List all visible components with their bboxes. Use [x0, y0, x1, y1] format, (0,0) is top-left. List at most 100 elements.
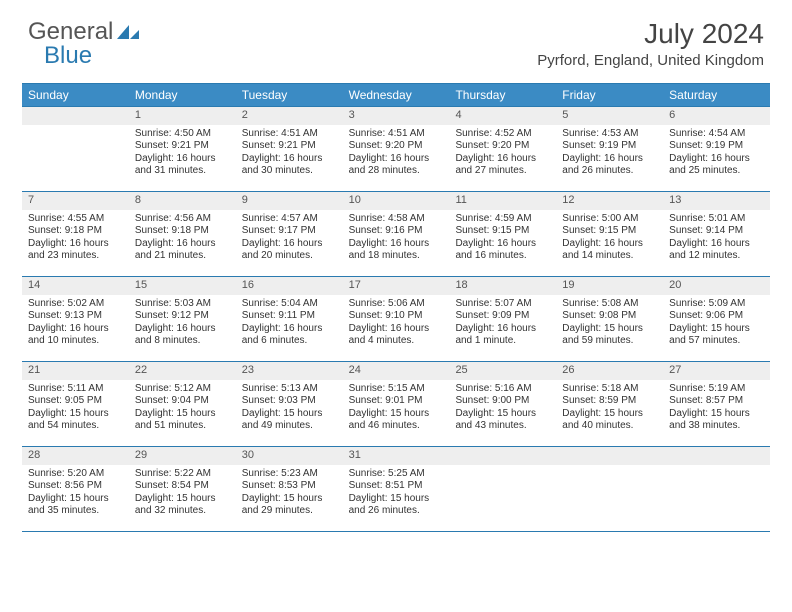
day-line-ss: Sunset: 9:13 PM — [28, 310, 123, 323]
day-line-d1: Daylight: 16 hours — [135, 153, 230, 166]
title-block: July 2024 Pyrford, England, United Kingd… — [537, 18, 764, 69]
calendar-cell: 29Sunrise: 5:22 AMSunset: 8:54 PMDayligh… — [129, 447, 236, 531]
day-line-ss: Sunset: 9:05 PM — [28, 395, 123, 408]
day-line-sr: Sunrise: 5:15 AM — [349, 383, 444, 396]
day-details: Sunrise: 5:03 AMSunset: 9:12 PMDaylight:… — [129, 295, 236, 352]
day-number: 24 — [343, 362, 450, 380]
weekday-header-row: Sunday Monday Tuesday Wednesday Thursday… — [22, 84, 770, 106]
day-line-sr: Sunrise: 4:59 AM — [455, 213, 550, 226]
day-line-ss: Sunset: 9:20 PM — [455, 140, 550, 153]
day-line-ss: Sunset: 9:09 PM — [455, 310, 550, 323]
day-details: Sunrise: 5:02 AMSunset: 9:13 PMDaylight:… — [22, 295, 129, 352]
calendar-cell: 24Sunrise: 5:15 AMSunset: 9:01 PMDayligh… — [343, 362, 450, 446]
calendar-cell: 2Sunrise: 4:51 AMSunset: 9:21 PMDaylight… — [236, 107, 343, 191]
location-text: Pyrford, England, United Kingdom — [537, 52, 764, 69]
calendar-cell: 4Sunrise: 4:52 AMSunset: 9:20 PMDaylight… — [449, 107, 556, 191]
day-details: Sunrise: 4:56 AMSunset: 9:18 PMDaylight:… — [129, 210, 236, 267]
day-line-ss: Sunset: 9:03 PM — [242, 395, 337, 408]
day-number — [22, 107, 129, 125]
day-line-ss: Sunset: 9:18 PM — [28, 225, 123, 238]
day-line-d2: and 21 minutes. — [135, 250, 230, 263]
day-details: Sunrise: 4:50 AMSunset: 9:21 PMDaylight:… — [129, 125, 236, 182]
weekday-fri: Friday — [556, 84, 663, 106]
day-number: 8 — [129, 192, 236, 210]
day-number: 10 — [343, 192, 450, 210]
day-line-d2: and 18 minutes. — [349, 250, 444, 263]
day-line-d1: Daylight: 15 hours — [242, 408, 337, 421]
day-line-d1: Daylight: 15 hours — [28, 408, 123, 421]
calendar-cell: 27Sunrise: 5:19 AMSunset: 8:57 PMDayligh… — [663, 362, 770, 446]
day-details: Sunrise: 4:53 AMSunset: 9:19 PMDaylight:… — [556, 125, 663, 182]
day-line-sr: Sunrise: 4:56 AM — [135, 213, 230, 226]
day-details: Sunrise: 5:13 AMSunset: 9:03 PMDaylight:… — [236, 380, 343, 437]
day-number: 19 — [556, 277, 663, 295]
calendar-cell: 23Sunrise: 5:13 AMSunset: 9:03 PMDayligh… — [236, 362, 343, 446]
day-line-sr: Sunrise: 5:01 AM — [669, 213, 764, 226]
day-line-d2: and 26 minutes. — [562, 165, 657, 178]
day-line-d2: and 46 minutes. — [349, 420, 444, 433]
day-line-ss: Sunset: 9:20 PM — [349, 140, 444, 153]
day-number: 3 — [343, 107, 450, 125]
calendar-cell: 19Sunrise: 5:08 AMSunset: 9:08 PMDayligh… — [556, 277, 663, 361]
day-line-d2: and 38 minutes. — [669, 420, 764, 433]
day-details: Sunrise: 5:19 AMSunset: 8:57 PMDaylight:… — [663, 380, 770, 437]
day-details: Sunrise: 4:51 AMSunset: 9:20 PMDaylight:… — [343, 125, 450, 182]
day-line-d1: Daylight: 15 hours — [562, 323, 657, 336]
day-line-ss: Sunset: 9:10 PM — [349, 310, 444, 323]
day-line-d2: and 31 minutes. — [135, 165, 230, 178]
day-details: Sunrise: 5:25 AMSunset: 8:51 PMDaylight:… — [343, 465, 450, 522]
calendar-cell: 28Sunrise: 5:20 AMSunset: 8:56 PMDayligh… — [22, 447, 129, 531]
calendar-cell: 25Sunrise: 5:16 AMSunset: 9:00 PMDayligh… — [449, 362, 556, 446]
day-line-d2: and 12 minutes. — [669, 250, 764, 263]
day-details: Sunrise: 5:04 AMSunset: 9:11 PMDaylight:… — [236, 295, 343, 352]
day-line-d1: Daylight: 16 hours — [562, 238, 657, 251]
day-line-d1: Daylight: 15 hours — [349, 408, 444, 421]
day-line-ss: Sunset: 9:14 PM — [669, 225, 764, 238]
calendar-cell: 13Sunrise: 5:01 AMSunset: 9:14 PMDayligh… — [663, 192, 770, 276]
day-number: 28 — [22, 447, 129, 465]
day-line-ss: Sunset: 9:06 PM — [669, 310, 764, 323]
day-line-d2: and 49 minutes. — [242, 420, 337, 433]
weekday-mon: Monday — [129, 84, 236, 106]
calendar-cell: 20Sunrise: 5:09 AMSunset: 9:06 PMDayligh… — [663, 277, 770, 361]
calendar-cell: 3Sunrise: 4:51 AMSunset: 9:20 PMDaylight… — [343, 107, 450, 191]
day-details: Sunrise: 4:55 AMSunset: 9:18 PMDaylight:… — [22, 210, 129, 267]
day-line-d1: Daylight: 16 hours — [242, 323, 337, 336]
day-number: 11 — [449, 192, 556, 210]
weekday-tue: Tuesday — [236, 84, 343, 106]
day-line-d1: Daylight: 16 hours — [242, 238, 337, 251]
day-line-ss: Sunset: 8:54 PM — [135, 480, 230, 493]
day-line-d2: and 25 minutes. — [669, 165, 764, 178]
day-details: Sunrise: 5:11 AMSunset: 9:05 PMDaylight:… — [22, 380, 129, 437]
day-line-d1: Daylight: 15 hours — [669, 323, 764, 336]
day-line-ss: Sunset: 9:17 PM — [242, 225, 337, 238]
day-number: 2 — [236, 107, 343, 125]
day-number: 23 — [236, 362, 343, 380]
day-line-sr: Sunrise: 4:50 AM — [135, 128, 230, 141]
day-number: 15 — [129, 277, 236, 295]
day-line-d1: Daylight: 16 hours — [349, 153, 444, 166]
day-line-d2: and 4 minutes. — [349, 335, 444, 348]
day-details: Sunrise: 4:54 AMSunset: 9:19 PMDaylight:… — [663, 125, 770, 182]
day-line-ss: Sunset: 9:16 PM — [349, 225, 444, 238]
calendar-cell: 16Sunrise: 5:04 AMSunset: 9:11 PMDayligh… — [236, 277, 343, 361]
calendar-cell: 18Sunrise: 5:07 AMSunset: 9:09 PMDayligh… — [449, 277, 556, 361]
day-details: Sunrise: 5:15 AMSunset: 9:01 PMDaylight:… — [343, 380, 450, 437]
day-line-sr: Sunrise: 5:09 AM — [669, 298, 764, 311]
day-line-d1: Daylight: 16 hours — [242, 153, 337, 166]
day-line-sr: Sunrise: 5:08 AM — [562, 298, 657, 311]
day-line-d2: and 29 minutes. — [242, 505, 337, 518]
day-line-d2: and 51 minutes. — [135, 420, 230, 433]
day-details: Sunrise: 5:23 AMSunset: 8:53 PMDaylight:… — [236, 465, 343, 522]
day-line-ss: Sunset: 9:18 PM — [135, 225, 230, 238]
day-line-sr: Sunrise: 5:03 AM — [135, 298, 230, 311]
calendar-cell: 21Sunrise: 5:11 AMSunset: 9:05 PMDayligh… — [22, 362, 129, 446]
day-line-d1: Daylight: 15 hours — [349, 493, 444, 506]
day-line-sr: Sunrise: 5:06 AM — [349, 298, 444, 311]
day-line-d2: and 1 minute. — [455, 335, 550, 348]
day-line-sr: Sunrise: 4:57 AM — [242, 213, 337, 226]
day-line-ss: Sunset: 8:51 PM — [349, 480, 444, 493]
calendar-cell: 5Sunrise: 4:53 AMSunset: 9:19 PMDaylight… — [556, 107, 663, 191]
day-number — [449, 447, 556, 465]
day-line-d1: Daylight: 16 hours — [455, 323, 550, 336]
